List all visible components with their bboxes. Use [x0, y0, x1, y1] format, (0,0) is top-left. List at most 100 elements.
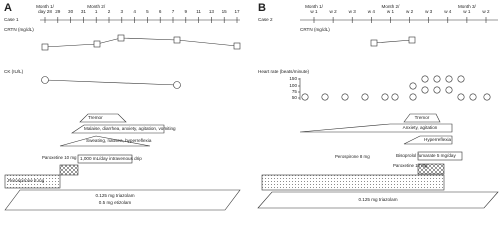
drug-label: 0.125 mg triazolam [95, 193, 134, 198]
case-label: Case 1 [4, 17, 19, 22]
time-label: 17 [234, 9, 240, 14]
perospirone-bar [4, 174, 61, 189]
time-label-part: Month 1/ [305, 4, 324, 9]
crtn-marker [370, 39, 378, 47]
time-label: 31 [81, 9, 87, 14]
time-label: Month 1/day 28 [36, 4, 55, 14]
crtn-line [373, 39, 413, 44]
time-label: Month 2/w 1 [382, 4, 401, 14]
crtn-label: CRTN (mg/dL) [4, 27, 34, 32]
time-label-part: 1 [95, 9, 98, 14]
time-label: 2 [108, 9, 111, 14]
hr-label: Heart rate (beats/minute) [258, 69, 310, 74]
panel-label: B [258, 2, 266, 14]
symptom-shape [59, 135, 151, 147]
time-label-part: Month 3/ [458, 4, 477, 9]
hr-marker [391, 93, 399, 101]
crtn-label: CRTN (mg/dL) [300, 27, 330, 32]
drug-label: Perospirone 8 mg [8, 178, 45, 183]
timeline: Month 1/w 1 w 2 w 3 w 4 Month 2/w 1 w 2 w 3 w 4… [305, 4, 490, 23]
time-label: 15 [222, 9, 228, 14]
time-label: 5 [146, 9, 149, 14]
time-label-part: Month 1/ [36, 4, 55, 9]
hr-marker [433, 75, 441, 83]
crtn-markers [41, 34, 241, 51]
time-label: 29 [55, 9, 61, 14]
drug-label: Bisoprolol fumarate 5 mg/day [396, 153, 456, 158]
benzo-bar [4, 189, 241, 211]
benzo-bar [257, 191, 499, 209]
symptom-shape [403, 113, 441, 123]
time-label-part: day 28 [38, 9, 52, 14]
case-label: Case 2 [258, 17, 273, 22]
hr-marker [341, 93, 349, 101]
hr-marker [483, 93, 491, 101]
hr-marker [457, 75, 465, 83]
symptom: Tremor [88, 115, 103, 120]
hr-marker [457, 93, 465, 101]
time-label-part: w 1 [387, 9, 395, 14]
bisoprolol-bar [417, 151, 463, 161]
time-label-part: w 1 [463, 9, 471, 14]
time-label: w 2 [330, 9, 338, 14]
time-label: 13 [209, 9, 215, 14]
time-label-part: Month 2/ [382, 4, 401, 9]
hr-marker [445, 75, 453, 83]
ck-marker [173, 81, 181, 89]
symptom-shape [71, 124, 165, 134]
symptom-shape [403, 135, 453, 145]
drug-label: 0.125 mg triazolam [358, 197, 397, 202]
hr-marker [445, 86, 453, 94]
time-label: 9 [185, 9, 188, 14]
time-label: 3 [121, 9, 124, 14]
drip-bar [77, 154, 133, 164]
ck-marker [41, 76, 49, 84]
symptom: Tremor [415, 115, 430, 120]
ck-label: CK (IU/L) [4, 69, 24, 74]
ck-line [44, 79, 178, 86]
hr-marker [361, 93, 369, 101]
hr-marker [421, 86, 429, 94]
time-label-part: w 1 [310, 9, 318, 14]
drip-label: 1,000 mL/day intravenous drip [80, 156, 142, 161]
hr-tick-label: 150 [289, 76, 297, 81]
hr-marker [433, 86, 441, 94]
time-label: w 2 [406, 9, 414, 14]
time-label: w 3 [349, 9, 357, 14]
time-label: 30 [68, 9, 74, 14]
paroxetine-bar [417, 163, 445, 175]
time-label: w 4 [368, 9, 376, 14]
paroxetine-bar [59, 164, 79, 176]
time-label: 4 [133, 9, 136, 14]
time-label: w 2 [482, 9, 490, 14]
drug-label: Paroxetine 10 mg [42, 155, 77, 160]
time-label-part: Month 2/ [87, 4, 106, 9]
panel-label: A [4, 2, 12, 14]
symptom-shape [79, 113, 127, 123]
time-label: Month 3/w 1 [458, 4, 477, 14]
time-label: 6 [159, 9, 162, 14]
hr-marker [301, 93, 309, 101]
time-label: w 4 [444, 9, 452, 14]
perospirone-bar [261, 174, 445, 191]
time-label: 7 [172, 9, 175, 14]
hr-tick-label: 50 [292, 95, 298, 100]
time-label: Month 1/w 1 [305, 4, 324, 14]
drug-label: Paroxetine 10 mg [393, 163, 428, 168]
hr-markers [301, 75, 491, 101]
hr-tick-label: 100 [289, 83, 297, 88]
hr-marker [469, 93, 477, 101]
symptom: Anxiety, agitation [403, 125, 438, 130]
symptom-shape [299, 123, 453, 133]
time-label: 11 [196, 9, 201, 14]
crtn-line [44, 37, 238, 48]
hr-marker [321, 93, 329, 101]
drug-label: Perospirone 8 mg [335, 154, 370, 159]
hr-marker [381, 93, 389, 101]
hr-tick-label: 75 [292, 89, 298, 94]
hr-marker [409, 93, 417, 101]
symptom: Malaise, diarrhea, anxiety, agitation, v… [84, 126, 176, 131]
